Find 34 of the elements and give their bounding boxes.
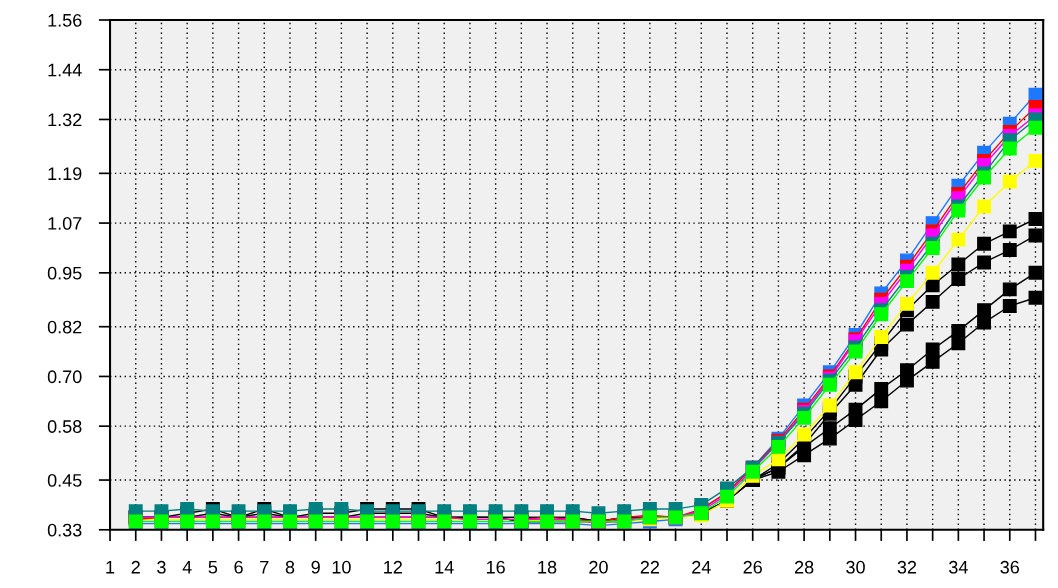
y-tick-label: 0.82 <box>47 320 82 334</box>
y-tick-label: 0.33 <box>47 523 82 537</box>
x-tick-label: 5 <box>208 561 218 574</box>
x-tick-label: 4 <box>182 561 192 574</box>
x-tick-label: 6 <box>234 560 243 574</box>
x-tick-label: 28 <box>794 560 814 574</box>
y-tick-label: 1.07 <box>48 217 82 230</box>
y-tick-label: 0.58 <box>47 420 82 433</box>
y-tick-label: 1.44 <box>48 63 82 77</box>
x-tick-label: 9 <box>311 560 320 574</box>
x-tick-label: 26 <box>743 560 762 574</box>
x-tick-label: 20 <box>589 560 608 574</box>
x-tick-label: 10 <box>332 560 351 574</box>
x-tick-label: 24 <box>692 560 711 574</box>
y-tick-label: 0.70 <box>47 370 82 384</box>
y-tick-label: 1.32 <box>48 113 82 127</box>
x-tick-label: 14 <box>435 561 454 574</box>
x-tick-label: 18 <box>538 560 557 574</box>
x-tick-label: 16 <box>486 560 505 574</box>
x-tick-label: 36 <box>1000 560 1020 574</box>
x-tick-label: 2 <box>131 560 140 574</box>
x-tick-label: 30 <box>846 560 865 574</box>
x-tick-label: 12 <box>384 560 402 574</box>
y-tick-label: 1.19 <box>48 167 82 181</box>
y-tick-label: 1.56 <box>48 13 82 27</box>
x-tick-label: 7 <box>260 561 269 574</box>
x-tick-label: 22 <box>640 560 660 574</box>
x-tick-label: 1 <box>106 561 115 574</box>
x-tick-label: 8 <box>285 560 295 574</box>
x-tick-label: 32 <box>897 560 917 574</box>
x-tick-label: 34 <box>949 560 968 574</box>
y-tick-label: 0.95 <box>47 266 82 280</box>
y-tick-label: 0.45 <box>47 473 82 487</box>
x-tick-label: 3 <box>157 560 166 574</box>
